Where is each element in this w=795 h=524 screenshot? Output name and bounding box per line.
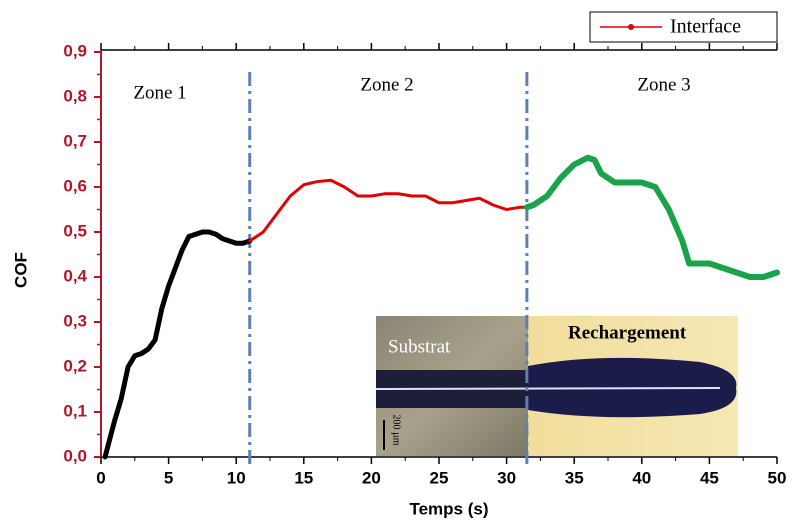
inset-label: Substrat — [388, 336, 451, 357]
x-tick-label: 20 — [362, 468, 381, 487]
scale-label: 200 µm — [391, 414, 402, 445]
x-tick-label: 35 — [565, 468, 584, 487]
y-tick-label: 0,0 — [63, 446, 87, 465]
legend-marker — [628, 24, 634, 30]
legend-label: Interface — [670, 16, 741, 38]
y-tick-label: 0,1 — [63, 401, 87, 420]
y-tick-label: 0,2 — [63, 356, 87, 375]
zone-label: Zone 2 — [360, 74, 413, 95]
x-tick-label: 40 — [632, 468, 651, 487]
x-tick-label: 45 — [700, 468, 719, 487]
x-axis-label: Temps (s) — [409, 499, 488, 518]
y-axis-label: COF — [11, 252, 30, 288]
inset-label: Rechargement — [568, 322, 687, 343]
legend: Interface — [589, 11, 778, 43]
y-tick-label: 0,3 — [63, 311, 87, 330]
zone-label: Zone 3 — [637, 74, 690, 95]
track-line — [375, 387, 721, 390]
x-tick-label: 25 — [430, 468, 449, 487]
data-line — [248, 178, 529, 243]
inset-photo: Substrat Rechargement 200 µm — [375, 316, 738, 456]
y-tick-label: 0,5 — [63, 221, 87, 240]
data-line — [523, 154, 780, 280]
y-tick-label: 0,6 — [63, 176, 87, 195]
data-line — [102, 229, 253, 460]
y-tick-label: 0,8 — [63, 86, 87, 105]
y-tick-label: 0,9 — [63, 41, 87, 60]
y-tick-label: 0,7 — [63, 131, 87, 150]
zone-label: Zone 1 — [133, 82, 186, 103]
x-tick-label: 0 — [96, 468, 105, 487]
x-tick-label: 5 — [164, 468, 173, 487]
x-tick-label: 10 — [227, 468, 246, 487]
x-tick-label: 30 — [497, 468, 516, 487]
x-tick-label: 15 — [294, 468, 313, 487]
x-tick-label: 50 — [768, 468, 787, 487]
y-tick-label: 0,4 — [63, 266, 87, 285]
